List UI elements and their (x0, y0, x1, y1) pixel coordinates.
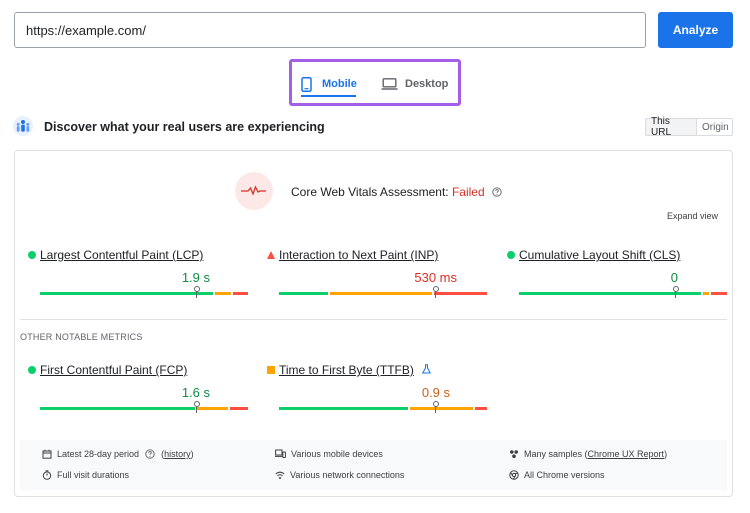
good-segment (279, 407, 408, 410)
samples-icon (510, 450, 518, 458)
p75-marker-line (435, 405, 436, 413)
metric-cls-value: 0 (670, 270, 678, 285)
footer-network: Various network connections (275, 470, 404, 480)
metric-ttfb-label[interactable]: Time to First Byte (TTFB) (279, 363, 414, 377)
metric-inp-value: 530 ms (414, 270, 457, 285)
history-link[interactable]: history (164, 449, 191, 459)
origin-toggle[interactable]: Origin (697, 118, 733, 136)
needs-improvement-segment (702, 292, 709, 295)
metric-fcp-distribution-bar (40, 401, 248, 413)
crux-people-icon (13, 116, 33, 136)
distribution-segments (279, 292, 487, 295)
needs-improvement-segment (214, 292, 231, 295)
chrome-ux-report-link[interactable]: Chrome UX Report (587, 449, 665, 459)
p75-marker (672, 286, 679, 292)
smartphone-icon (301, 76, 312, 92)
this-url-toggle[interactable]: This URL (645, 116, 697, 138)
metric-inp-label[interactable]: Interaction to Next Paint (INP) (279, 248, 439, 262)
distribution-segments (40, 407, 248, 410)
metric-fcp-value: 1.6 s (181, 385, 210, 400)
good-segment (40, 292, 213, 295)
cwv-assessment-title: Core Web Vitals Assessment: Failed (291, 185, 502, 199)
laptop-icon (381, 78, 398, 90)
analyze-button[interactable]: Analyze (658, 12, 733, 48)
good-status-icon (28, 366, 36, 374)
p75-marker-line (435, 290, 436, 298)
calendar-icon (42, 449, 52, 459)
help-icon[interactable] (492, 187, 502, 197)
footer-period: Latest 28-day period (history) (42, 449, 194, 459)
tab-mobile-label: Mobile (322, 78, 357, 90)
footer-visit-text: Full visit durations (57, 470, 130, 480)
footer-devices-text: Various mobile devices (291, 449, 383, 459)
good-segment (279, 292, 328, 295)
other-notable-metrics-heading: OTHER NOTABLE METRICS (20, 332, 143, 342)
footer-chrome-text: All Chrome versions (524, 470, 605, 480)
tab-mobile[interactable]: Mobile (301, 70, 357, 98)
metric-inp-distribution-bar (279, 286, 487, 298)
tab-desktop[interactable]: Desktop (381, 70, 449, 98)
poor-segment (229, 407, 248, 410)
footer-samples: Many samples (Chrome UX Report) (509, 449, 667, 459)
distribution-segments (40, 292, 248, 295)
tab-desktop-label: Desktop (405, 78, 449, 90)
footer-samples-suffix: ) (664, 449, 668, 459)
good-segment (40, 407, 196, 410)
experimental-flask-icon (422, 364, 431, 374)
metric-lcp-label[interactable]: Largest Contentful Paint (LCP) (40, 248, 204, 262)
timer-icon (42, 470, 52, 480)
good-segment (519, 292, 701, 295)
footer-chrome: All Chrome versions (509, 470, 605, 480)
p75-marker (193, 286, 200, 292)
help-icon[interactable] (145, 449, 155, 459)
metric-ttfb-distribution-bar (279, 401, 487, 413)
needs-improvement-segment (197, 407, 228, 410)
footer-samples-prefix: Many samples ( (524, 449, 588, 459)
average-status-icon (267, 366, 275, 374)
poor-segment (232, 292, 248, 295)
distribution-segments (519, 292, 727, 295)
cwv-assessment-prefix: Core Web Vitals Assessment: (291, 185, 452, 199)
p75-marker (432, 286, 439, 292)
poor-segment (710, 292, 727, 295)
good-status-icon (507, 251, 515, 259)
field-data-panel (14, 150, 733, 497)
device-tabs-highlight (289, 59, 461, 106)
good-status-icon (28, 251, 36, 259)
metric-cls-distribution-bar (519, 286, 727, 298)
p75-marker (432, 401, 439, 407)
expand-view-link[interactable]: Expand view (667, 211, 719, 221)
poor-segment (433, 292, 487, 295)
metric-lcp-value: 1.9 s (181, 270, 210, 285)
url-input[interactable] (14, 12, 646, 48)
wifi-icon (275, 471, 285, 479)
footer-devices: Various mobile devices (275, 449, 383, 459)
devices-icon (275, 449, 286, 458)
failed-assessment-icon (235, 172, 273, 210)
footer-period-text: Latest 28-day period (57, 449, 140, 459)
tab-mobile-underline (301, 95, 356, 97)
needs-improvement-segment (409, 407, 473, 410)
cwv-assessment-status: Failed (451, 185, 485, 199)
p75-marker-line (196, 405, 197, 413)
footer-network-text: Various network connections (290, 470, 405, 480)
poor-status-icon (267, 251, 275, 259)
history-paren-open: ( (161, 449, 165, 459)
metrics-divider (20, 319, 727, 320)
metric-fcp-label[interactable]: First Contentful Paint (FCP) (40, 363, 188, 377)
metric-cls-label[interactable]: Cumulative Layout Shift (CLS) (519, 248, 681, 262)
distribution-segments (279, 407, 487, 410)
p75-marker (193, 401, 200, 407)
history-paren-close: ) (190, 449, 194, 459)
field-data-footer (20, 440, 727, 490)
p75-marker-line (196, 290, 197, 298)
needs-improvement-segment (329, 292, 432, 295)
metric-ttfb-value: 0.9 s (421, 385, 450, 400)
chrome-icon (509, 470, 519, 480)
discover-title: Discover what your real users are experi… (44, 120, 325, 134)
footer-visit: Full visit durations (42, 470, 129, 480)
poor-segment (474, 407, 487, 410)
p75-marker-line (675, 290, 676, 298)
metric-lcp-distribution-bar (40, 286, 248, 298)
